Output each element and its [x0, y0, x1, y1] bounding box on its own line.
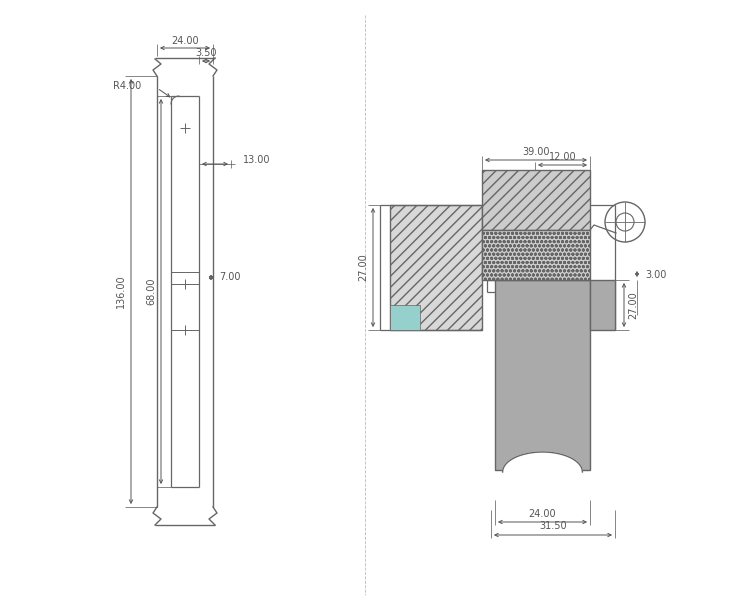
Text: 24.00: 24.00	[172, 36, 199, 46]
Polygon shape	[495, 452, 590, 495]
Text: 68.00: 68.00	[146, 278, 156, 306]
Text: 27.00: 27.00	[358, 254, 368, 282]
Polygon shape	[482, 230, 590, 280]
Text: 12.00: 12.00	[549, 152, 576, 162]
Polygon shape	[390, 205, 482, 330]
Text: R4.00: R4.00	[113, 81, 141, 91]
Text: 3.50: 3.50	[195, 48, 217, 58]
Polygon shape	[390, 305, 420, 330]
Text: 13.00: 13.00	[243, 155, 271, 165]
Text: 31.50: 31.50	[539, 521, 566, 531]
Text: 24.00: 24.00	[529, 509, 556, 519]
Polygon shape	[495, 280, 590, 470]
Text: 7.00: 7.00	[219, 273, 240, 282]
Text: 27.00: 27.00	[628, 291, 638, 319]
Polygon shape	[482, 170, 590, 230]
Polygon shape	[590, 280, 615, 330]
Text: 39.00: 39.00	[522, 147, 550, 157]
Text: 136.00: 136.00	[116, 275, 126, 309]
Text: 3.00: 3.00	[645, 270, 666, 280]
